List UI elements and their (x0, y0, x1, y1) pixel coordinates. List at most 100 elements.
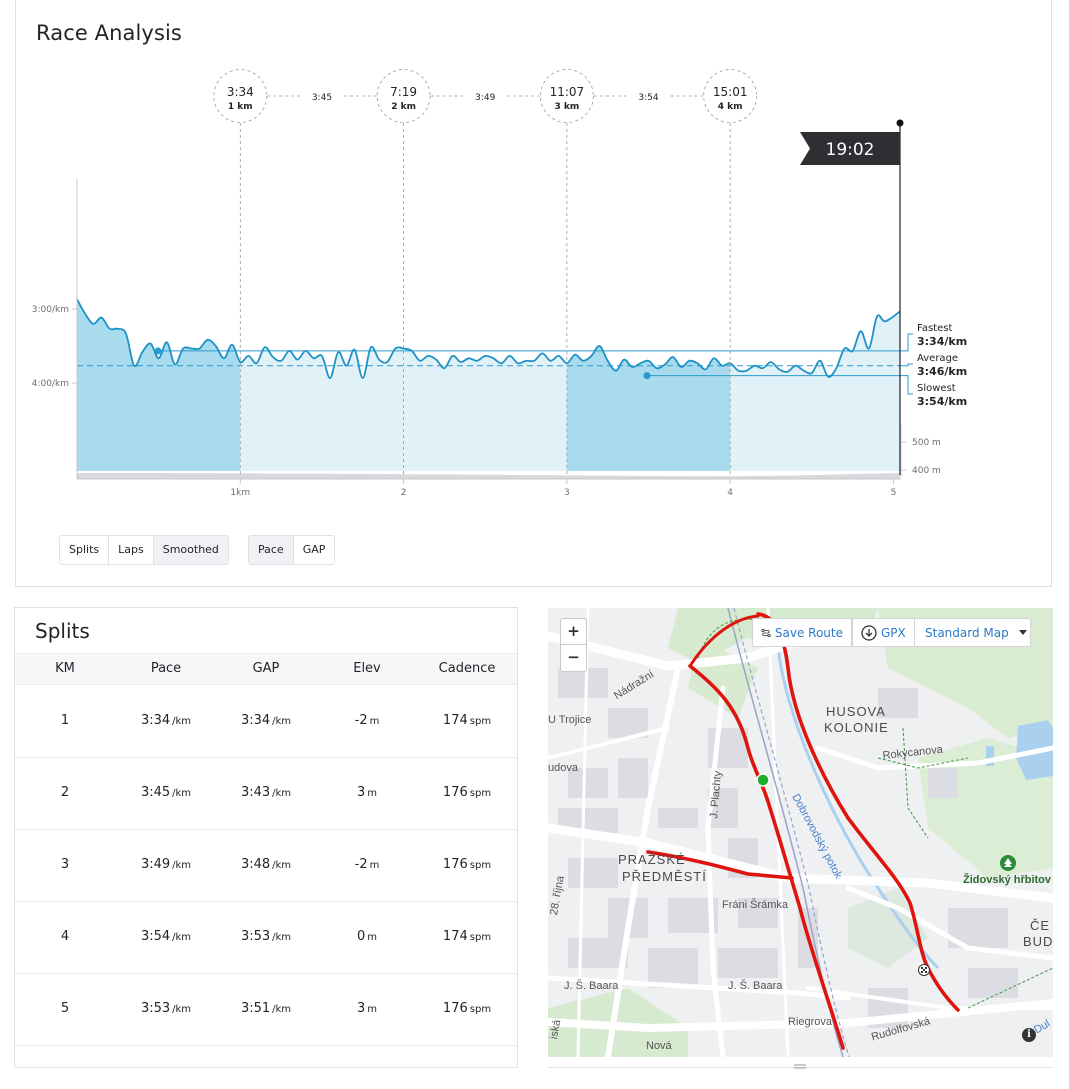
map-label: J. Š. Baara (728, 980, 783, 992)
map-label: PRAŽSKÉ (618, 852, 686, 867)
slowest-label: Slowest (917, 383, 956, 394)
split-elev-value: 0 (356, 929, 366, 944)
split-gap-unit: /km (272, 860, 292, 871)
split-km: 4 (61, 902, 69, 972)
split-gap-value: 3:34 (240, 713, 271, 728)
split-row[interactable]: 2 3:45/km 3:43/km 3 m 176 spm (15, 758, 517, 830)
gpx-label: GPX (881, 625, 906, 640)
split-gap: 3:43/km (241, 758, 291, 829)
split-pace-value: 3:54 (140, 929, 171, 944)
split-cadence: 176 spm (443, 830, 491, 901)
split-pace-value: 3:34 (140, 713, 171, 728)
split-marker (539, 69, 594, 123)
split-pace: 3:45/km (141, 758, 191, 829)
split-cadence: 174 spm (443, 686, 491, 757)
split-cadence-unit: spm (469, 716, 492, 727)
finish-time: 19:02 (826, 140, 875, 160)
splits-panel: Splits KM Pace GAP Elev Cadence 1 3:34/km… (14, 607, 518, 1068)
download-icon (861, 624, 877, 641)
split-area-4 (566, 345, 731, 471)
race-analysis-title: Race Analysis (36, 21, 182, 45)
map-label: Židovský hřbitov (963, 874, 1052, 886)
split-pace: 3:54/km (141, 902, 191, 973)
zoom-out-button[interactable]: − (567, 648, 580, 666)
save-route-label: Save Route (774, 625, 843, 640)
split-gap: 3:51/km (241, 974, 291, 1045)
split-cadence-value: 176 (442, 857, 468, 872)
split-elev-unit: m (367, 1004, 378, 1015)
split-row[interactable]: 5 3:53/km 3:51/km 3 m 176 spm (15, 974, 517, 1046)
slowest-value: 3:54/km (917, 395, 967, 408)
mode-smoothed[interactable]: Smoothed (153, 536, 228, 564)
map-canvas[interactable] (548, 608, 1053, 1057)
split-row-partial (15, 1046, 517, 1067)
split-pace: 3:34/km (141, 686, 191, 757)
route-map[interactable]: Nádražní U Trojice udova HUSOVA KOLONIE Rokyc… (548, 608, 1053, 1057)
pace-chart[interactable]: 3:34 1 km 3:45 7:19 2 km 3:49 11:07 3 km 3:54 15:… (16, 0, 1053, 588)
map-type-select[interactable]: Standard Map (914, 618, 1031, 647)
split-row[interactable]: 1 3:34/km 3:34/km -2 m 174 spm (15, 686, 517, 758)
split-marker-distance: 4 km (718, 102, 743, 112)
col-gap: GAP (252, 661, 280, 676)
map-type-label: Standard Map (925, 625, 1009, 640)
col-cadence: Cadence (438, 661, 496, 676)
metric-pace[interactable]: Pace (249, 536, 294, 564)
split-cadence-unit: spm (469, 860, 492, 871)
fastest-value: 3:34/km (917, 335, 967, 348)
split-cadence-value: 176 (442, 1001, 468, 1016)
split-gap-value: 3:53 (240, 929, 271, 944)
split-gap-unit: /km (272, 788, 292, 799)
split-area-3 (403, 348, 567, 471)
zoom-in-button[interactable]: + (561, 619, 586, 645)
finish-dot (896, 119, 904, 127)
split-row[interactable]: 4 3:54/km 3:53/km 0 m 174 spm (15, 902, 517, 974)
col-elev: Elev (353, 661, 381, 676)
fastest-bracket (901, 333, 913, 352)
map-label: HUSOVA (826, 704, 886, 719)
split-elev-value: 3 (356, 785, 366, 800)
split-gap-value: 3:51 (240, 1001, 271, 1016)
save-route-button[interactable]: Save Route (752, 618, 852, 647)
split-cadence: 176 spm (443, 758, 491, 829)
split-pace-unit: /km (172, 1004, 192, 1015)
x-tick-label: 2 (401, 488, 407, 498)
split-elev-unit: m (369, 860, 380, 871)
race-analysis-panel: Race Analysis 3:34 1 km 3:45 7:19 2 km 3:49 11… (15, 0, 1052, 587)
split-km: 2 (61, 758, 69, 828)
metric-gap[interactable]: GAP (293, 536, 335, 564)
fastest-point (154, 347, 162, 355)
splits-title: Splits (35, 619, 90, 643)
map-label: Fráni Šrámka (722, 899, 789, 911)
map-resize-handle[interactable] (548, 1057, 1053, 1069)
map-label: U Trojice (548, 714, 592, 726)
split-cadence-unit: spm (469, 932, 492, 943)
split-cadence: 174 spm (443, 902, 491, 973)
split-pace-unit: /km (172, 716, 192, 727)
split-elev-value: -2 (354, 857, 368, 872)
map-info-icon[interactable]: i (1022, 1028, 1036, 1042)
mode-laps[interactable]: Laps (109, 536, 154, 564)
split-cadence-value: 174 (442, 713, 468, 728)
split-marker-distance: 3 km (554, 102, 579, 112)
gpx-button[interactable]: GPX (852, 618, 915, 647)
split-marker-time: 3:34 (227, 85, 254, 99)
split-marker-time: 15:01 (713, 85, 748, 99)
split-area-1 (77, 299, 241, 471)
mode-splits[interactable]: Splits (60, 536, 110, 564)
map-label: Riegrova (788, 1016, 833, 1028)
slowest-point (643, 372, 651, 380)
split-elev-unit: m (369, 716, 380, 727)
mode-toggle: Splits Laps Smoothed (59, 535, 229, 565)
map-label: BUDĚJ (1023, 934, 1053, 949)
split-row[interactable]: 3 3:49/km 3:48/km -2 m 176 spm (15, 830, 517, 902)
split-marker (703, 69, 758, 123)
split-gap: 3:34/km (241, 686, 291, 757)
zoom-controls: + − (560, 618, 587, 672)
average-value: 3:46/km (917, 365, 967, 378)
split-pace: 3:53/km (141, 974, 191, 1045)
split-cadence-value: 174 (442, 929, 468, 944)
split-km: 3 (61, 830, 69, 900)
split-marker-distance: 1 km (228, 102, 253, 112)
